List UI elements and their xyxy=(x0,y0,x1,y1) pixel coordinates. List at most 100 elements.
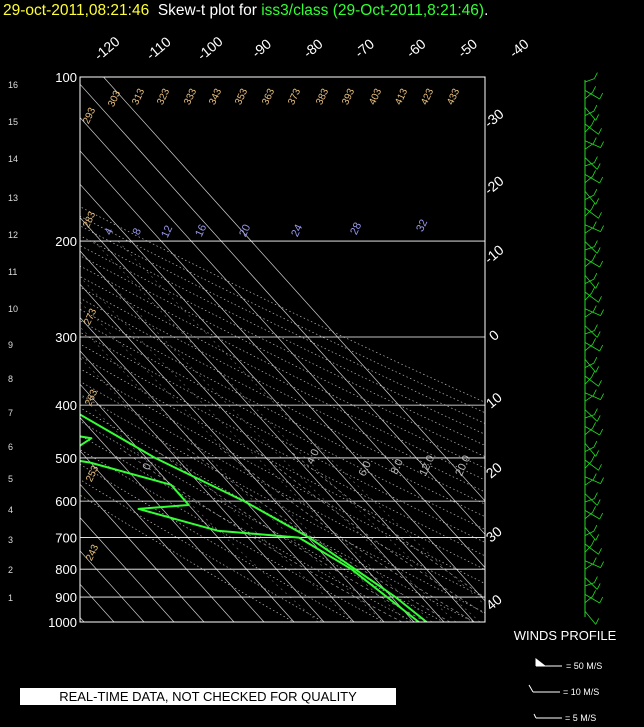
theta-label: 243 xyxy=(84,543,101,563)
theta-label: 413 xyxy=(393,87,410,107)
moist-label: 12.0 xyxy=(417,453,437,477)
mixing-ratio-label: 20 xyxy=(237,223,253,239)
isotherm-line xyxy=(80,150,485,602)
moist-adiabats xyxy=(119,448,485,622)
title-station: iss3/class (29-Oct-2011,8:21:46) xyxy=(261,2,485,19)
isotherm-top-label: -40 xyxy=(506,35,532,60)
wind-barb-feather xyxy=(599,596,604,604)
isotherm-top-label: -80 xyxy=(300,35,326,60)
wind-barb xyxy=(584,610,597,625)
pressure-label: 1000 xyxy=(48,615,77,630)
theta-label: 273 xyxy=(82,307,99,327)
height-km-label: 4 xyxy=(8,505,13,515)
wind-barb xyxy=(584,510,600,520)
wind-barb-feather xyxy=(594,156,598,163)
theta-label: 313 xyxy=(130,87,147,107)
height-km-label: 14 xyxy=(8,154,18,164)
pressure-label: 900 xyxy=(55,590,77,605)
dry-adiabat-line xyxy=(80,215,485,414)
wind-barb-feather xyxy=(594,240,598,247)
wind-barb xyxy=(584,342,600,352)
isotherm-top-label: -100 xyxy=(194,33,226,63)
theta-label: 393 xyxy=(340,87,357,107)
wind-barb xyxy=(584,594,600,604)
title-timestamp: 29-oct-2011,08:21:46 xyxy=(3,2,150,19)
wind-barb-feather xyxy=(591,118,596,126)
dry-adiabat-line xyxy=(80,206,485,403)
height-km-label: 9 xyxy=(8,340,13,350)
wind-barb-feather xyxy=(595,534,600,541)
wind-barb-feather xyxy=(600,561,604,568)
wind-barb xyxy=(584,278,595,284)
wind-barb-feather xyxy=(591,202,596,210)
wind-barb-feather xyxy=(595,282,600,289)
wind-barb xyxy=(584,123,599,135)
wind-barb-feather xyxy=(594,492,598,499)
moist-adiabat-line xyxy=(186,448,451,622)
wind-barb xyxy=(584,208,592,217)
dry-adiabats xyxy=(80,206,485,622)
isotherm-line xyxy=(80,383,295,622)
wind-barb xyxy=(584,460,592,469)
wind-barb-feather xyxy=(592,86,596,93)
wind-barb-feather xyxy=(600,477,604,484)
height-km-label: 12 xyxy=(8,230,18,240)
wind-barb-feather xyxy=(592,590,596,597)
isotherm-top-label: -50 xyxy=(454,35,480,60)
wind-barb xyxy=(584,175,593,184)
isotherm-right-label: 30 xyxy=(483,523,505,545)
isotherm-right-label: 10 xyxy=(483,389,505,411)
wind-barb xyxy=(584,563,594,570)
theta-label: 333 xyxy=(182,87,199,107)
wind-barb xyxy=(584,459,599,471)
dry-adiabat-line xyxy=(80,308,485,518)
wind-barb xyxy=(584,442,597,457)
moist-adiabat-line xyxy=(253,448,485,615)
wind-profile xyxy=(584,72,604,625)
wind-barb-feather xyxy=(596,583,601,590)
wind-barb xyxy=(584,426,600,436)
wind-barb xyxy=(584,375,599,387)
height-km-label: 8 xyxy=(8,374,13,384)
wind-barb xyxy=(584,91,593,100)
wind-barb xyxy=(584,530,595,536)
theta-label: 293 xyxy=(81,106,98,126)
mixing-ratio-label: 12 xyxy=(159,224,175,240)
wind-barb xyxy=(584,362,595,368)
theta-label: 343 xyxy=(207,87,224,107)
isotherm-line xyxy=(80,450,235,622)
wind-barb-feather xyxy=(599,512,604,520)
wind-barb-feather xyxy=(596,415,601,422)
height-km-label: 2 xyxy=(8,565,13,575)
mixing-ratio-label: 28 xyxy=(348,221,364,237)
theta-label: 253 xyxy=(84,464,101,484)
dry-adiabat-line xyxy=(80,297,485,505)
wind-barb-feather xyxy=(599,260,604,268)
wind-barb-feather xyxy=(596,247,601,254)
quality-notice: REAL-TIME DATA, NOT CHECKED FOR QUALITY xyxy=(20,688,396,705)
pressure-label: 600 xyxy=(55,494,77,509)
theta-label: 383 xyxy=(314,87,331,107)
wind-barb-feather xyxy=(592,338,596,345)
theta-label: 323 xyxy=(155,87,172,107)
wind-barb-feather xyxy=(600,225,604,232)
wind-barb xyxy=(584,292,592,301)
moist-label: 6.0 xyxy=(357,459,374,478)
isotherm-line xyxy=(103,77,485,502)
wind-barb-feather xyxy=(592,254,596,261)
dry-adiabat-line xyxy=(80,380,485,599)
wind-barb-feather xyxy=(596,331,601,338)
title-period: . xyxy=(484,2,489,19)
wind-barb xyxy=(584,110,595,116)
wind-barb xyxy=(584,106,597,121)
wind-barb-feather xyxy=(594,324,598,331)
isotherm-top-label: -120 xyxy=(91,33,123,63)
mixing-ratio-label: 4 xyxy=(103,226,116,237)
moist-adiabat-line xyxy=(286,448,485,598)
wind-barb xyxy=(584,246,595,251)
height-km-label: 3 xyxy=(8,535,13,545)
isotherm-line xyxy=(80,217,445,622)
mixing-ratio-line xyxy=(80,357,355,622)
wind-barb-feather xyxy=(600,393,604,400)
